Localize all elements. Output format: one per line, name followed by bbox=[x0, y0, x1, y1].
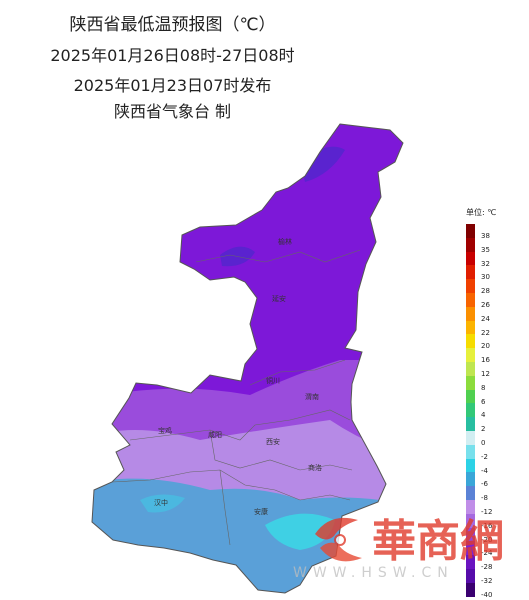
legend-swatch bbox=[466, 541, 475, 556]
legend-label: -6 bbox=[481, 480, 488, 489]
legend-swatch bbox=[466, 499, 475, 514]
legend-swatch bbox=[466, 375, 475, 390]
legend-label: 8 bbox=[481, 383, 486, 392]
legend-swatch bbox=[466, 430, 475, 445]
legend-label: 32 bbox=[481, 259, 490, 268]
legend-label: 2 bbox=[481, 425, 486, 434]
legend-swatch bbox=[466, 292, 475, 307]
legend-swatch bbox=[466, 527, 475, 542]
legend-label: 4 bbox=[481, 411, 486, 420]
legend-swatch bbox=[466, 513, 475, 528]
city-label-xian: 西安 bbox=[266, 437, 280, 446]
city-label-baoji: 宝鸡 bbox=[158, 426, 172, 435]
legend-label: -28 bbox=[481, 563, 493, 572]
legend-swatch bbox=[466, 265, 475, 280]
legend-label: 24 bbox=[481, 314, 490, 323]
legend-swatch bbox=[466, 582, 475, 597]
hanzhong-cyan-patch bbox=[140, 494, 185, 513]
city-label-ankang: 安康 bbox=[254, 507, 268, 516]
legend-swatch bbox=[466, 472, 475, 487]
issuer: 陕西省气象台 制 bbox=[113, 102, 232, 121]
legend-label: 26 bbox=[481, 300, 490, 309]
legend-label: 12 bbox=[481, 369, 490, 378]
legend-swatch bbox=[466, 403, 475, 418]
legend-label: 20 bbox=[481, 342, 490, 351]
logo-flame-lower bbox=[320, 542, 362, 562]
city-label-xianyang: 咸阳 bbox=[208, 430, 222, 439]
legend-label: 0 bbox=[481, 438, 486, 447]
watermark-brand-text: 華商網 bbox=[372, 516, 504, 567]
city-label-yanan: 延安 bbox=[272, 294, 286, 303]
legend-label: -16 bbox=[481, 521, 493, 530]
legend-swatch bbox=[466, 555, 475, 569]
city-label-weinan: 渭南 bbox=[305, 392, 319, 401]
watermark-url: WWW.HSW.CN bbox=[293, 565, 454, 581]
city-label-hanzhong: 汉中 bbox=[154, 498, 168, 507]
legend-label: -12 bbox=[481, 507, 493, 516]
city-labels: 榆林 延安 铜川 渭南 宝鸡 咸阳 西安 商洛 汉中 安康 bbox=[154, 237, 322, 516]
legend-label: -8 bbox=[481, 494, 488, 503]
legend-label: 28 bbox=[481, 287, 490, 296]
legend-swatch bbox=[466, 458, 475, 473]
legend-label: 38 bbox=[481, 232, 490, 240]
legend-label: -32 bbox=[481, 576, 493, 585]
legend-swatch bbox=[466, 334, 475, 349]
logo-core bbox=[334, 534, 346, 546]
legend-label: 16 bbox=[481, 356, 490, 365]
legend-unit-label: 单位: ℃ bbox=[466, 208, 497, 217]
legend-swatch bbox=[466, 348, 475, 362]
legend-swatch bbox=[466, 486, 475, 500]
legend-label: -24 bbox=[481, 549, 493, 558]
legend-swatch bbox=[466, 251, 475, 266]
city-label-tongchuan: 铜川 bbox=[266, 376, 280, 385]
map-title: 陕西省最低温预报图（℃） bbox=[69, 15, 276, 35]
legend-label: -20 bbox=[481, 535, 493, 544]
legend-swatch bbox=[466, 568, 475, 583]
legend-swatch bbox=[466, 361, 475, 376]
city-label-yulin: 榆林 bbox=[278, 237, 292, 246]
legend-label: -2 bbox=[481, 452, 488, 461]
legend-label: 22 bbox=[481, 328, 490, 337]
logo-flame-upper bbox=[315, 517, 358, 540]
legend-swatch bbox=[466, 306, 475, 321]
hsw-watermark-logo: 華商網 bbox=[315, 516, 504, 567]
legend-label: -4 bbox=[481, 466, 488, 475]
legend-swatch bbox=[466, 389, 475, 404]
province-border bbox=[91, 123, 404, 594]
legend-swatch bbox=[466, 237, 475, 252]
issue-time: 2025年01月23日07时发布 bbox=[73, 76, 272, 95]
city-label-shangluo: 商洛 bbox=[308, 463, 322, 472]
city-borders bbox=[111, 249, 361, 546]
legend-swatch bbox=[466, 224, 475, 238]
legend-swatch bbox=[466, 320, 475, 335]
legend-label: 30 bbox=[481, 273, 490, 282]
legend-swatch bbox=[466, 417, 475, 431]
south-cyan-patch bbox=[265, 513, 335, 550]
valid-period: 2025年01月26日08时-27日08时 bbox=[50, 46, 295, 65]
legend-label: -40 bbox=[481, 590, 493, 599]
legend-label: 35 bbox=[481, 245, 490, 254]
legend-swatch bbox=[466, 444, 475, 459]
legend-swatch bbox=[466, 279, 475, 293]
legend-label: 6 bbox=[481, 397, 486, 406]
